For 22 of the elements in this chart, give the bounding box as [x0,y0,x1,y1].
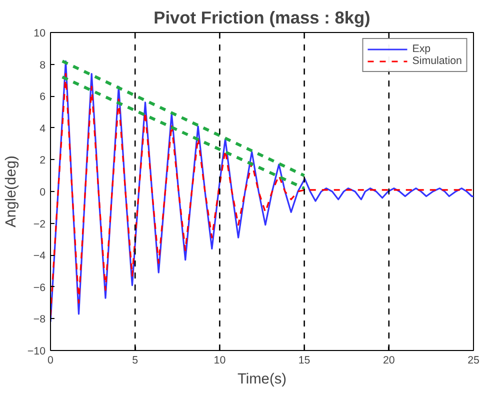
y-tick-label: −8 [33,314,46,326]
x-tick-label: 25 [468,354,480,366]
x-tick-label: 10 [214,354,226,366]
y-tick-label: 4 [40,122,46,135]
chart-title: Pivot Friction (mass : 8kg) [154,8,370,28]
y-tick-label: −4 [33,250,46,262]
y-axis-title: Angle(deg) [3,156,20,228]
y-tick-label: −2 [33,218,46,230]
y-tick-label: −10 [27,346,46,358]
x-axis-title: Time(s) [237,372,287,388]
x-tick-label: 15 [298,354,310,366]
x-tick-label: 5 [132,354,138,366]
y-tick-label: 10 [34,28,46,40]
y-tick-label: −6 [33,282,46,294]
y-tick-label: 0 [40,186,46,198]
y-tick-label: 8 [40,59,46,72]
x-tick-label: 0 [48,354,54,366]
legend-label: Simulation [412,55,462,67]
legend-label: Exp [412,43,432,55]
x-tick-label: 20 [382,354,395,366]
y-tick-label: 2 [40,154,46,167]
y-tick-label: 6 [40,91,46,104]
